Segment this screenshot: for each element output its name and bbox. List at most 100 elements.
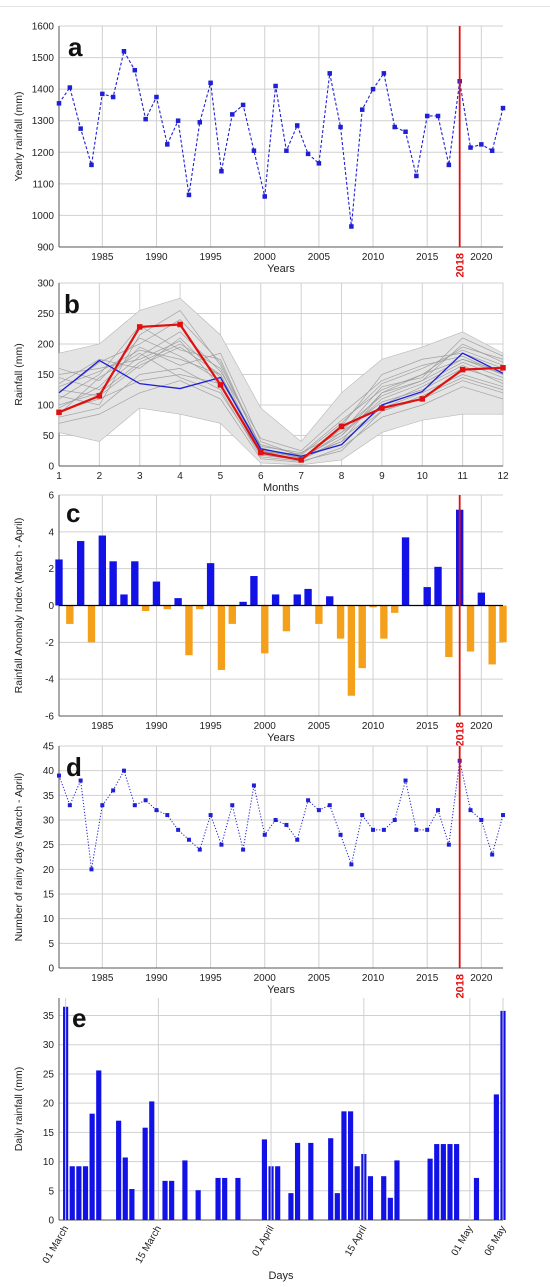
top-divider	[0, 6, 550, 7]
y-axis-title: Daily rainfall (mm)	[13, 1067, 25, 1152]
anomaly-bar	[391, 605, 399, 613]
y-tick-label: 150	[37, 370, 54, 381]
x-tick-label: 3	[137, 471, 143, 482]
background-year-line	[58, 309, 504, 453]
x-tick-label: 2	[97, 471, 103, 482]
panel-letter: c	[66, 498, 80, 528]
daily-bar	[328, 1138, 334, 1220]
x-tick-label: 2005	[308, 973, 331, 984]
anomaly-bar	[174, 598, 182, 606]
x-tick-label: 2010	[362, 721, 385, 732]
anomaly-bar	[347, 605, 356, 696]
daily-bar	[122, 1157, 128, 1220]
data-point	[100, 91, 105, 97]
x-tick-label: 1990	[145, 973, 168, 984]
series-line	[58, 323, 504, 462]
data-point	[500, 365, 506, 371]
background-year-line	[58, 331, 504, 452]
data-point	[370, 86, 376, 92]
anomaly-bar	[304, 588, 312, 606]
data-point	[219, 842, 224, 847]
data-point	[327, 803, 332, 808]
x-tick-label: 2015	[416, 721, 439, 732]
x-tick-label: 1995	[199, 721, 222, 732]
data-point	[273, 83, 278, 89]
data-point	[230, 112, 235, 117]
x-tick-label: 1995	[199, 973, 222, 984]
data-point	[262, 832, 267, 837]
data-point	[251, 148, 257, 153]
y-tick-label: 30	[43, 816, 55, 827]
y-axis-title: Number of rainy days (March - April)	[13, 773, 25, 942]
y-tick-label: 250	[37, 309, 54, 320]
x-axis-title: Years	[267, 984, 295, 996]
x-tick-label: 10	[417, 471, 429, 482]
data-point	[197, 120, 203, 125]
y-tick-label: 20	[43, 1099, 55, 1110]
daily-bar	[367, 1176, 374, 1220]
data-point	[479, 818, 484, 822]
y-tick-label: 35	[43, 791, 55, 802]
x-tick-label: 1990	[145, 721, 168, 732]
daily-bar	[69, 1166, 75, 1220]
data-point	[349, 224, 354, 229]
data-point	[359, 107, 365, 112]
anomaly-bar	[466, 605, 475, 652]
data-point	[96, 393, 103, 399]
daily-bar	[440, 1144, 446, 1220]
y-tick-label: 15	[43, 890, 55, 901]
highlight-year-label: 2018	[455, 974, 467, 998]
daily-bar	[82, 1166, 89, 1220]
anomaly-bar	[185, 605, 193, 656]
anomaly-bar	[445, 605, 453, 658]
y-tick-label: 25	[43, 1069, 55, 1080]
x-tick-label: 06 May	[483, 1224, 509, 1258]
data-point	[143, 116, 148, 122]
daily-bar	[341, 1111, 347, 1220]
x-tick-label: 01 March	[41, 1224, 71, 1266]
anomaly-bar	[488, 605, 496, 665]
daily-bar	[308, 1142, 314, 1220]
x-axis-title: Years	[267, 732, 295, 744]
y-tick-label: 10	[43, 914, 55, 925]
data-point	[136, 324, 143, 330]
data-point	[262, 194, 268, 199]
data-point	[121, 768, 126, 773]
data-point	[78, 778, 83, 783]
data-point	[371, 827, 376, 832]
data-point	[489, 148, 495, 153]
data-point	[78, 126, 83, 131]
data-point	[381, 71, 387, 76]
data-point	[165, 813, 170, 818]
daily-bar	[182, 1160, 188, 1220]
x-tick-label: 2000	[254, 973, 277, 984]
x-tick-label: 2000	[254, 721, 277, 732]
data-point	[298, 457, 304, 463]
data-point	[67, 803, 72, 808]
panel-c: -6 -4 -2 0 2 4 6 1985 1990 1995 2000 2005 2010 2015 20…	[13, 491, 507, 746]
anomaly-bar	[326, 596, 334, 606]
daily-bar	[89, 1113, 95, 1220]
anomaly-bar	[206, 563, 215, 606]
data-point	[100, 803, 105, 808]
x-tick-label: 2010	[362, 973, 385, 984]
data-point	[186, 192, 192, 198]
y-tick-label: 0	[48, 601, 54, 612]
daily-bar	[447, 1144, 453, 1220]
data-point	[143, 798, 148, 803]
anomaly-bar	[141, 605, 150, 612]
data-point	[67, 85, 73, 90]
data-point	[414, 173, 419, 179]
data-point	[177, 321, 183, 328]
y-tick-label: 0	[48, 462, 54, 473]
data-point	[219, 168, 224, 174]
data-point	[154, 94, 159, 100]
x-axis-title: Years	[267, 263, 295, 275]
y-axis-title: Yearly rainfall (mm)	[13, 91, 25, 181]
data-point	[57, 773, 61, 778]
data-point	[294, 123, 300, 128]
background-year-line	[58, 374, 504, 461]
x-tick-label: 4	[177, 471, 183, 482]
anomaly-bar	[380, 605, 388, 639]
